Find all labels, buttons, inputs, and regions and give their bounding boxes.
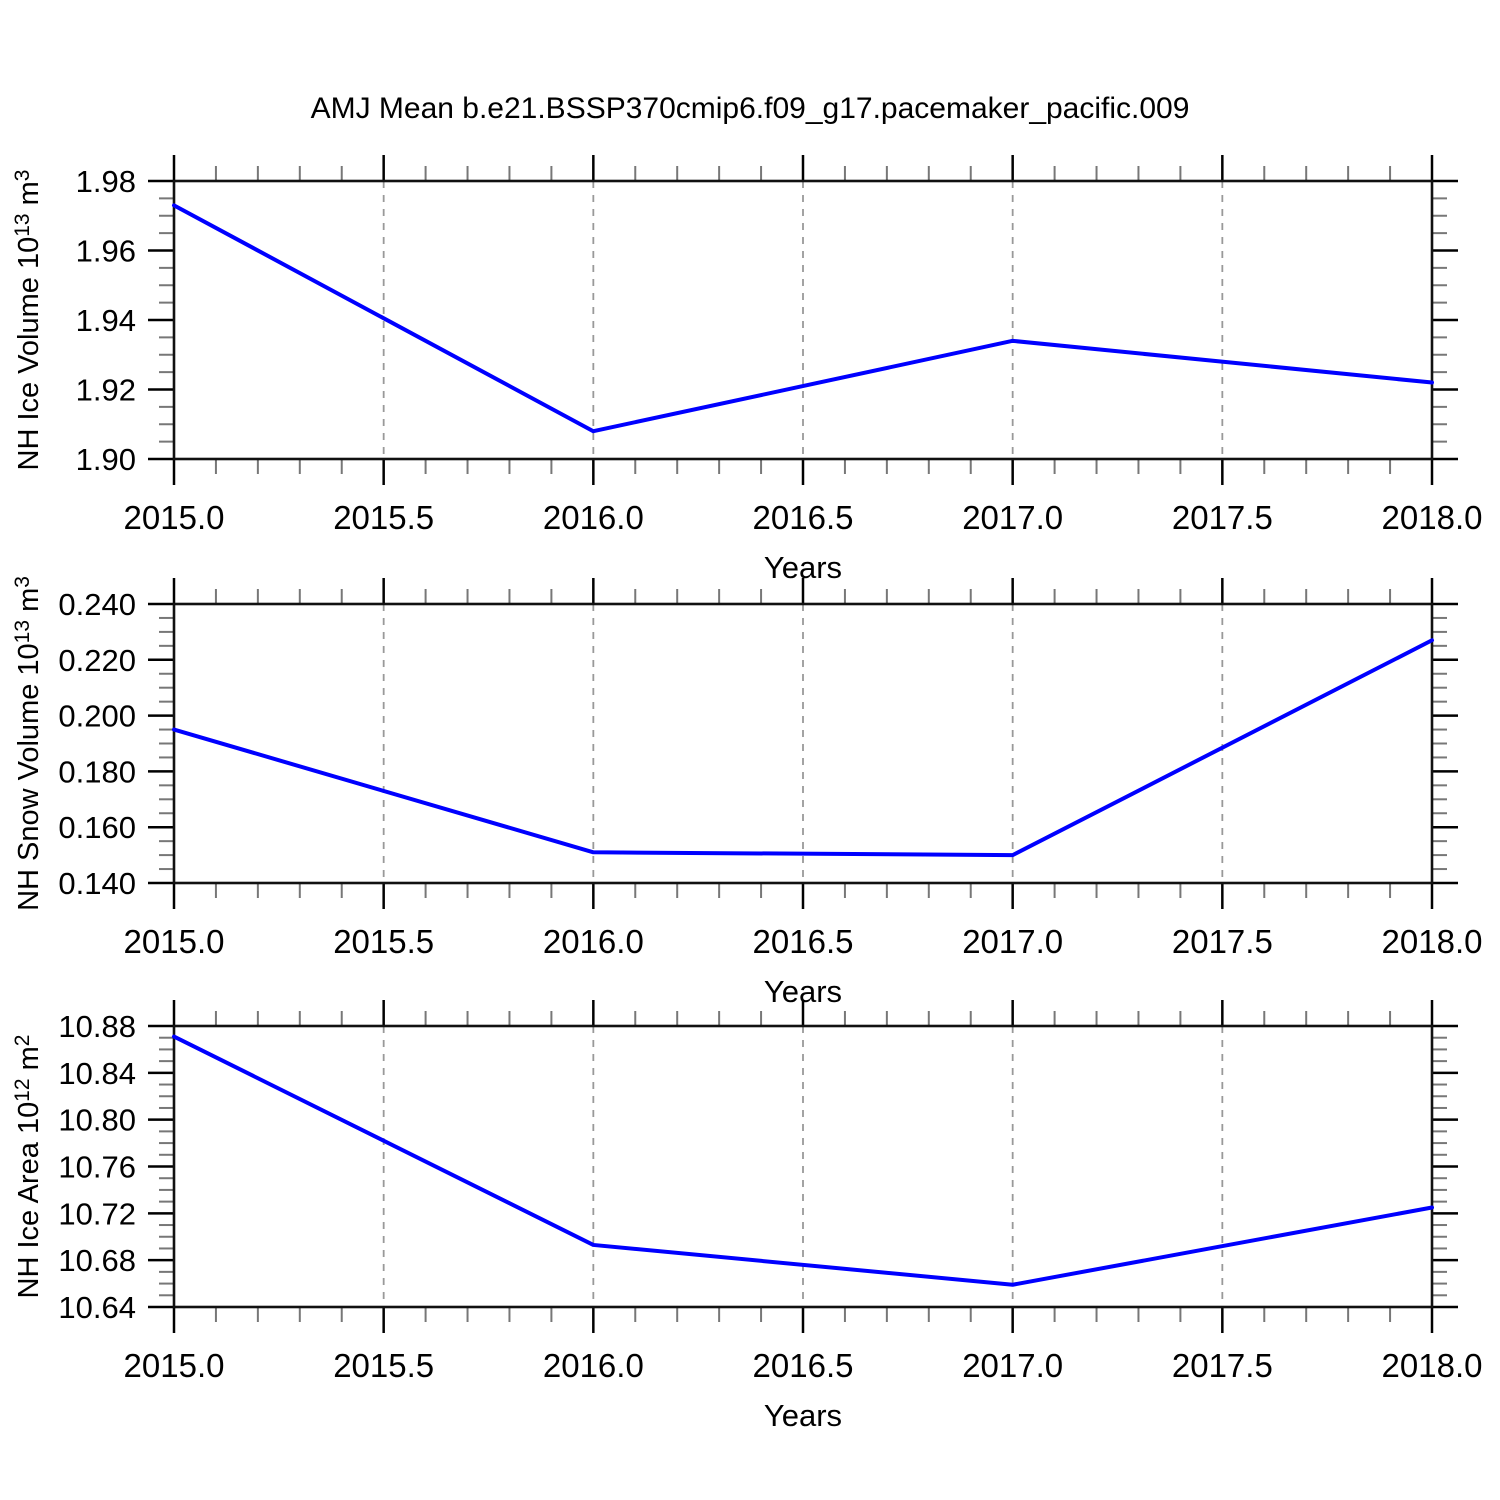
x-tick-label: 2017.5 [1172,923,1273,960]
x-tick-labels: 2015.0 2015.5 2016.0 2016.5 2017.0 2017.5 2018… [124,923,1483,960]
nh-ice-volume-line [172,203,1434,434]
y-tick-label: 10.76 [58,1150,136,1185]
nh-ice-area-panel: 10.64 10.68 10.72 10.76 10.80 10.84 10.88 2015.… [11,1000,1482,1433]
x-tick-label: 2018.0 [1382,1347,1483,1384]
x-tick-label: 2015.5 [333,499,434,536]
x-tick-label: 2015.0 [124,499,225,536]
x-tick-label: 2016.5 [753,499,854,536]
plot-frame [172,602,1434,885]
y-tick-labels: 1.90 1.92 1.94 1.96 1.98 [76,164,136,477]
y-tick-label: 0.220 [58,643,136,678]
x-tick-label: 2017.5 [1172,499,1273,536]
ticks [148,155,1458,485]
y-axis-title: NH Ice Area 1012​ m2​ [11,1035,45,1299]
y-tick-label: 10.64 [58,1290,136,1325]
x-tick-label: 2016.5 [753,1347,854,1384]
y-tick-label: 1.92 [76,373,136,408]
x-tick-label: 2016.0 [543,1347,644,1384]
y-tick-label: 1.90 [76,442,136,477]
x-tick-label: 2016.0 [543,923,644,960]
y-tick-label: 1.96 [76,234,136,269]
x-tick-labels: 2015.0 2015.5 2016.0 2016.5 2017.0 2017.5 2018… [124,499,1483,536]
y-tick-label: 10.88 [58,1009,136,1044]
y-tick-label: 10.84 [58,1056,136,1091]
x-tick-label: 2017.0 [962,499,1063,536]
gridlines [382,604,1224,883]
y-axis-title: NH Ice Volume 1013​ m3​ [11,170,45,471]
x-tick-label: 2017.5 [1172,1347,1273,1384]
x-tick-labels: 2015.0 2015.5 2016.0 2016.5 2017.0 2017.5 2018… [124,1347,1483,1384]
y-axis-title: NH Snow Volume 1013​ m3​ [11,576,45,911]
y-tick-label: 0.140 [58,866,136,901]
y-tick-label: 0.200 [58,699,136,734]
y-tick-label: 10.68 [58,1243,136,1278]
y-tick-labels: 10.64 10.68 10.72 10.76 10.80 10.84 10.88 [58,1009,136,1325]
x-tick-label: 2015.0 [124,1347,225,1384]
gridlines [382,1026,1224,1307]
chart-title: AMJ Mean b.e21.BSSP370cmip6.f09_g17.pace… [311,92,1190,125]
y-tick-label: 1.94 [76,303,136,338]
y-tick-labels: 0.140 0.160 0.180 0.200 0.220 0.240 [58,587,136,901]
x-tick-label: 2017.0 [962,1347,1063,1384]
x-tick-label: 2017.0 [962,923,1063,960]
nh-ice-area-line [172,1034,1434,1287]
ticks [148,1000,1458,1333]
y-tick-label: 0.180 [58,754,136,789]
x-tick-label: 2018.0 [1382,499,1483,536]
x-tick-label: 2016.5 [753,923,854,960]
y-tick-label: 10.72 [58,1196,136,1231]
y-tick-label: 1.98 [76,164,136,199]
x-tick-label: 2018.0 [1382,923,1483,960]
x-axis-title: Years [764,1398,842,1433]
y-tick-label: 0.240 [58,587,136,622]
nh-snow-volume-line [172,638,1434,858]
gridlines [382,181,1224,459]
x-tick-label: 2015.5 [333,923,434,960]
y-tick-label: 10.80 [58,1103,136,1138]
plot-frame [172,1024,1434,1309]
y-tick-label: 0.160 [58,810,136,845]
x-tick-label: 2015.5 [333,1347,434,1384]
plot-frame [172,179,1434,461]
x-tick-label: 2015.0 [124,923,225,960]
ticks [148,578,1458,909]
x-tick-label: 2016.0 [543,499,644,536]
